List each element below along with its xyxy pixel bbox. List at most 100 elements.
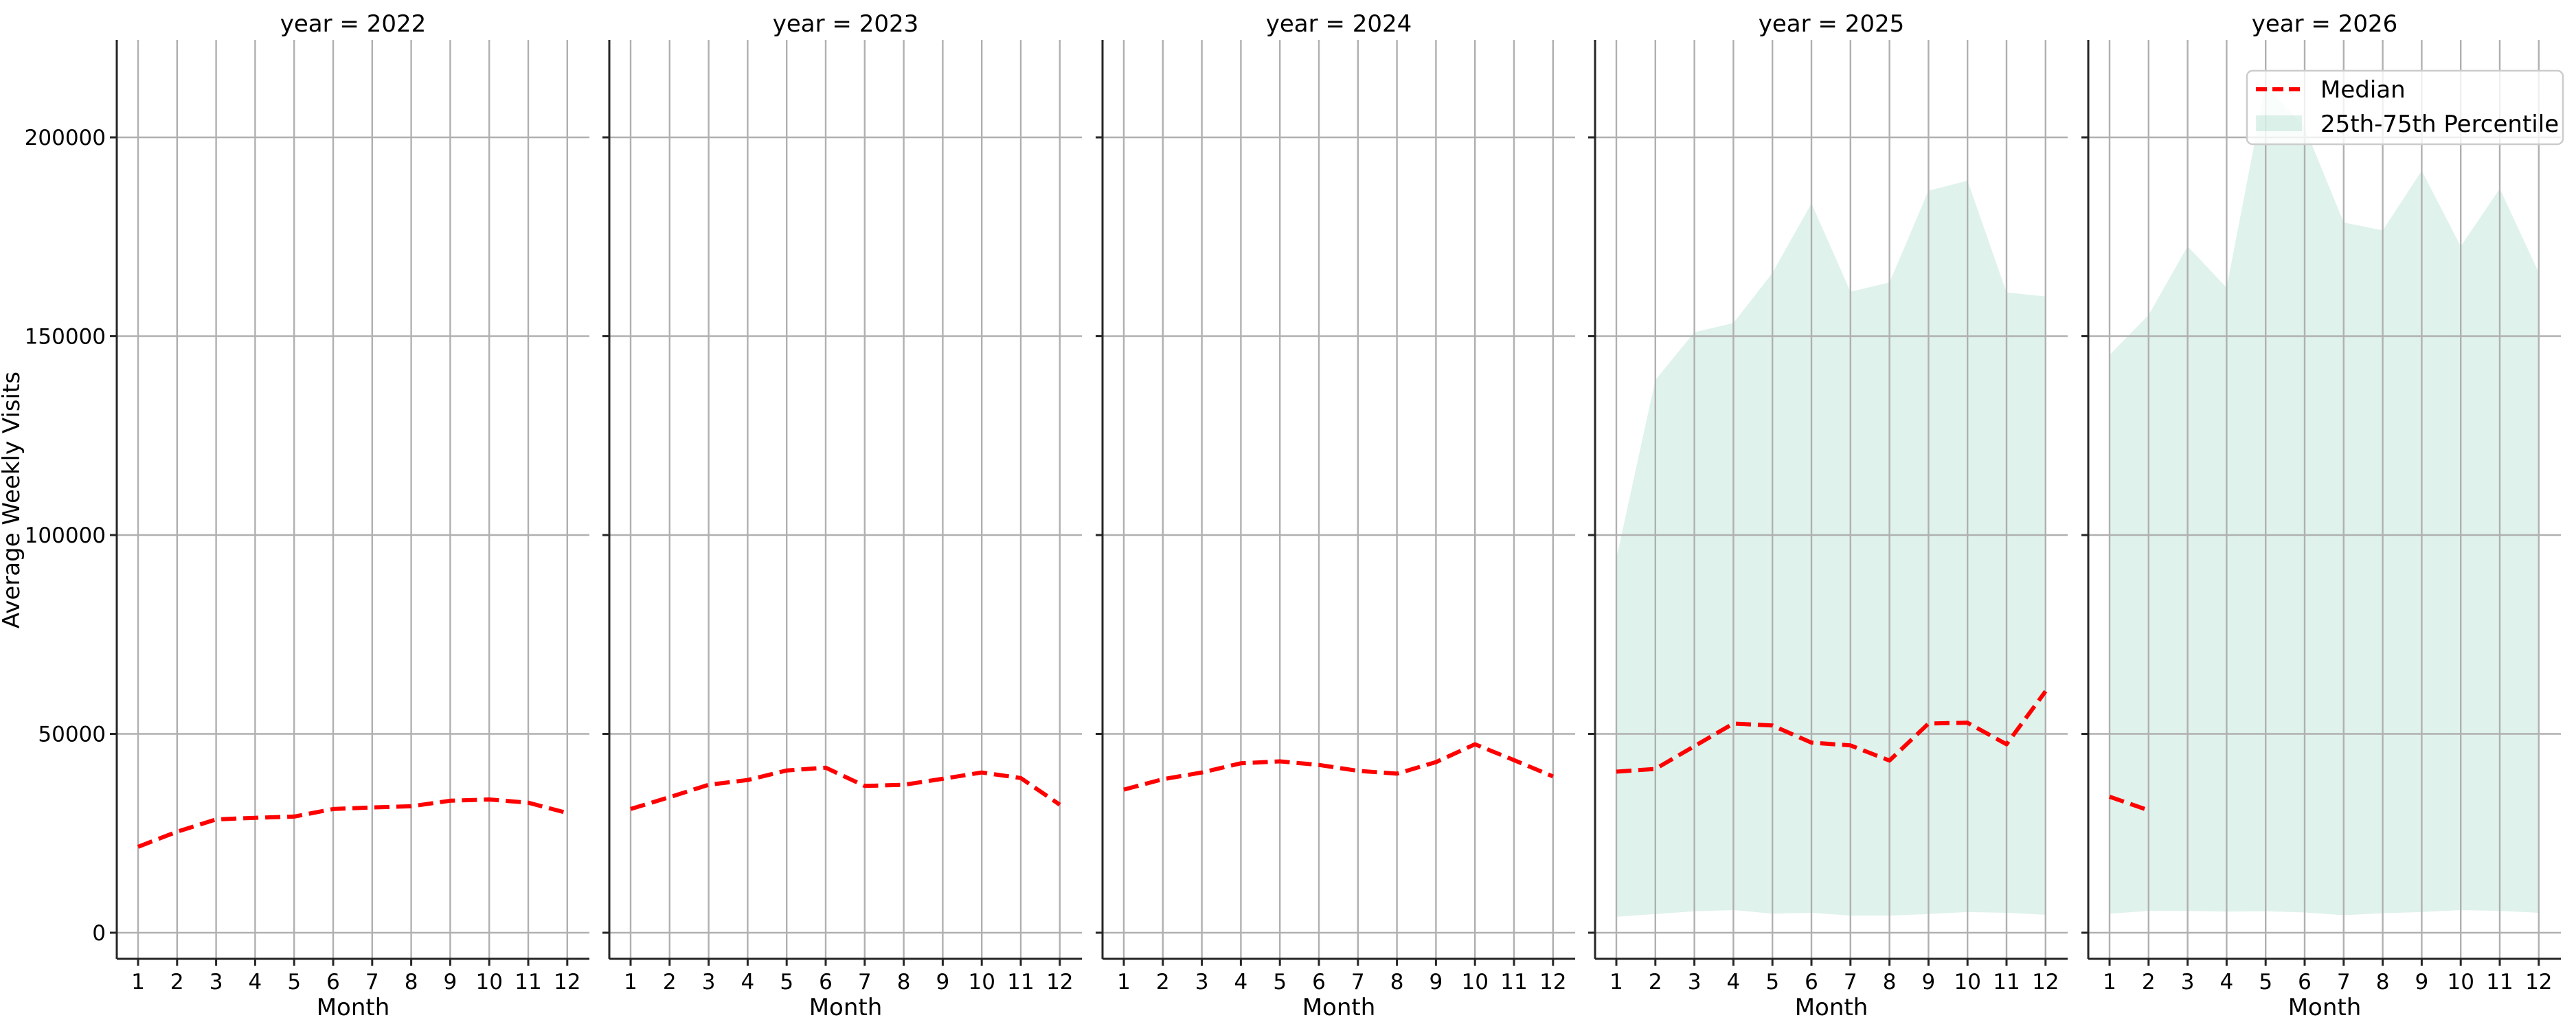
panel-title: year = 2026: [2252, 10, 2397, 38]
x-tick-label: 2: [170, 970, 184, 995]
x-tick-label: 5: [287, 970, 301, 995]
gridlines: [1595, 40, 2068, 959]
legend-median-label: Median: [2320, 76, 2406, 104]
y-tick-label: 100000: [25, 523, 106, 548]
x-axis-title: Month: [317, 994, 390, 1021]
x-tick-label: 5: [1273, 970, 1287, 995]
median-line: [1616, 690, 2048, 774]
x-tick-label: 2: [1649, 970, 1662, 995]
panel-title: year = 2022: [280, 10, 426, 38]
x-tick-label: 1: [1117, 970, 1131, 995]
legend-band-label: 25th-75th Percentile: [2320, 111, 2559, 138]
x-tick-label: 10: [2447, 970, 2474, 995]
x-tick-label: 6: [326, 970, 340, 995]
x-tick-label: 4: [1234, 970, 1248, 995]
x-tick-label: 9: [1430, 970, 1443, 995]
x-tick-label: 11: [2486, 970, 2513, 995]
x-tick-label: 12: [554, 970, 580, 995]
x-tick-label: 1: [624, 970, 637, 995]
x-tick-label: 2: [663, 970, 677, 995]
x-tick-label: 12: [1046, 970, 1073, 995]
x-tick-label: 3: [702, 970, 716, 995]
y-axis-title: Average Weekly Visits: [0, 372, 25, 628]
x-tick-label: 5: [780, 970, 793, 995]
percentile-band: [1616, 181, 2046, 917]
x-tick-label: 3: [1688, 970, 1702, 995]
gridlines: [609, 40, 1082, 959]
x-tick-label: 1: [131, 970, 145, 995]
x-tick-label: 8: [1390, 970, 1404, 995]
x-tick-label: 8: [1883, 970, 1897, 995]
x-tick-label: 10: [968, 970, 995, 995]
x-tick-label: 12: [2032, 970, 2059, 995]
x-tick-label: 9: [2415, 970, 2429, 995]
x-tick-label: 9: [936, 970, 950, 995]
y-tick-label: 50000: [38, 723, 106, 747]
x-tick-label: 9: [444, 970, 457, 995]
x-tick-label: 5: [2259, 970, 2272, 995]
x-tick-label: 10: [1954, 970, 1980, 995]
x-tick-label: 4: [2220, 970, 2234, 995]
x-tick-label: 2: [1156, 970, 1170, 995]
x-tick-label: 3: [1195, 970, 1209, 995]
x-tick-label: 8: [405, 970, 418, 995]
median-line: [1123, 742, 1554, 792]
x-axis-title: Month: [1795, 994, 1868, 1021]
x-tick-label: 6: [1312, 970, 1326, 995]
x-axis-title: Month: [2288, 994, 2362, 1021]
percentile-band: [2110, 85, 2539, 916]
x-tick-label: 4: [1727, 970, 1741, 995]
gridlines: [1103, 40, 1575, 959]
x-tick-label: 7: [365, 970, 379, 995]
x-tick-label: 3: [210, 970, 223, 995]
x-tick-label: 4: [741, 970, 755, 995]
panel-2022: 1 2 3 4 5 6 7 8 9 10 11 12050000100000150000200000y…: [25, 10, 589, 1021]
x-tick-label: 11: [515, 970, 541, 995]
x-tick-label: 6: [1805, 970, 1818, 995]
legend-band-swatch-icon: [2256, 115, 2302, 131]
x-tick-label: 8: [897, 970, 911, 995]
panel-title: year = 2023: [773, 10, 918, 38]
x-tick-label: 11: [1993, 970, 2020, 995]
panels: 1 2 3 4 5 6 7 8 9 10 11 12050000100000150000200000y…: [25, 10, 2561, 1021]
x-tick-label: 2: [2142, 970, 2156, 995]
median-line: [2109, 795, 2149, 813]
y-tick-label: 200000: [25, 126, 106, 150]
x-tick-label: 4: [249, 970, 262, 995]
legend: Median 25th-75th Percentile: [2246, 69, 2564, 146]
panel-title: year = 2025: [1759, 10, 1904, 38]
x-tick-label: 6: [2298, 970, 2312, 995]
median-line: [630, 765, 1061, 811]
x-axis-title: Month: [809, 994, 883, 1021]
x-tick-label: 7: [1844, 970, 1857, 995]
x-tick-label: 11: [1500, 970, 1527, 995]
median-line: [137, 797, 568, 849]
x-tick-label: 9: [1922, 970, 1936, 995]
y-tick-label: 150000: [25, 325, 106, 350]
legend-frame: [2246, 69, 2564, 146]
x-tick-label: 3: [2181, 970, 2195, 995]
x-tick-label: 8: [2376, 970, 2390, 995]
x-tick-label: 10: [1461, 970, 1488, 995]
x-tick-label: 11: [1007, 970, 1034, 995]
x-axis-title: Month: [1302, 994, 1376, 1021]
x-tick-label: 1: [2103, 970, 2116, 995]
x-tick-label: 12: [2525, 970, 2552, 995]
x-tick-label: 5: [1765, 970, 1779, 995]
x-tick-label: 7: [1351, 970, 1365, 995]
panel-title: year = 2024: [1266, 10, 1412, 38]
x-tick-label: 7: [858, 970, 872, 995]
gridlines: [117, 40, 589, 959]
x-tick-label: 7: [2337, 970, 2351, 995]
y-tick-label: 0: [92, 921, 106, 946]
x-tick-label: 6: [819, 970, 833, 995]
x-tick-label: 12: [1539, 970, 1566, 995]
x-tick-label: 10: [475, 970, 502, 995]
x-tick-label: 1: [1609, 970, 1623, 995]
